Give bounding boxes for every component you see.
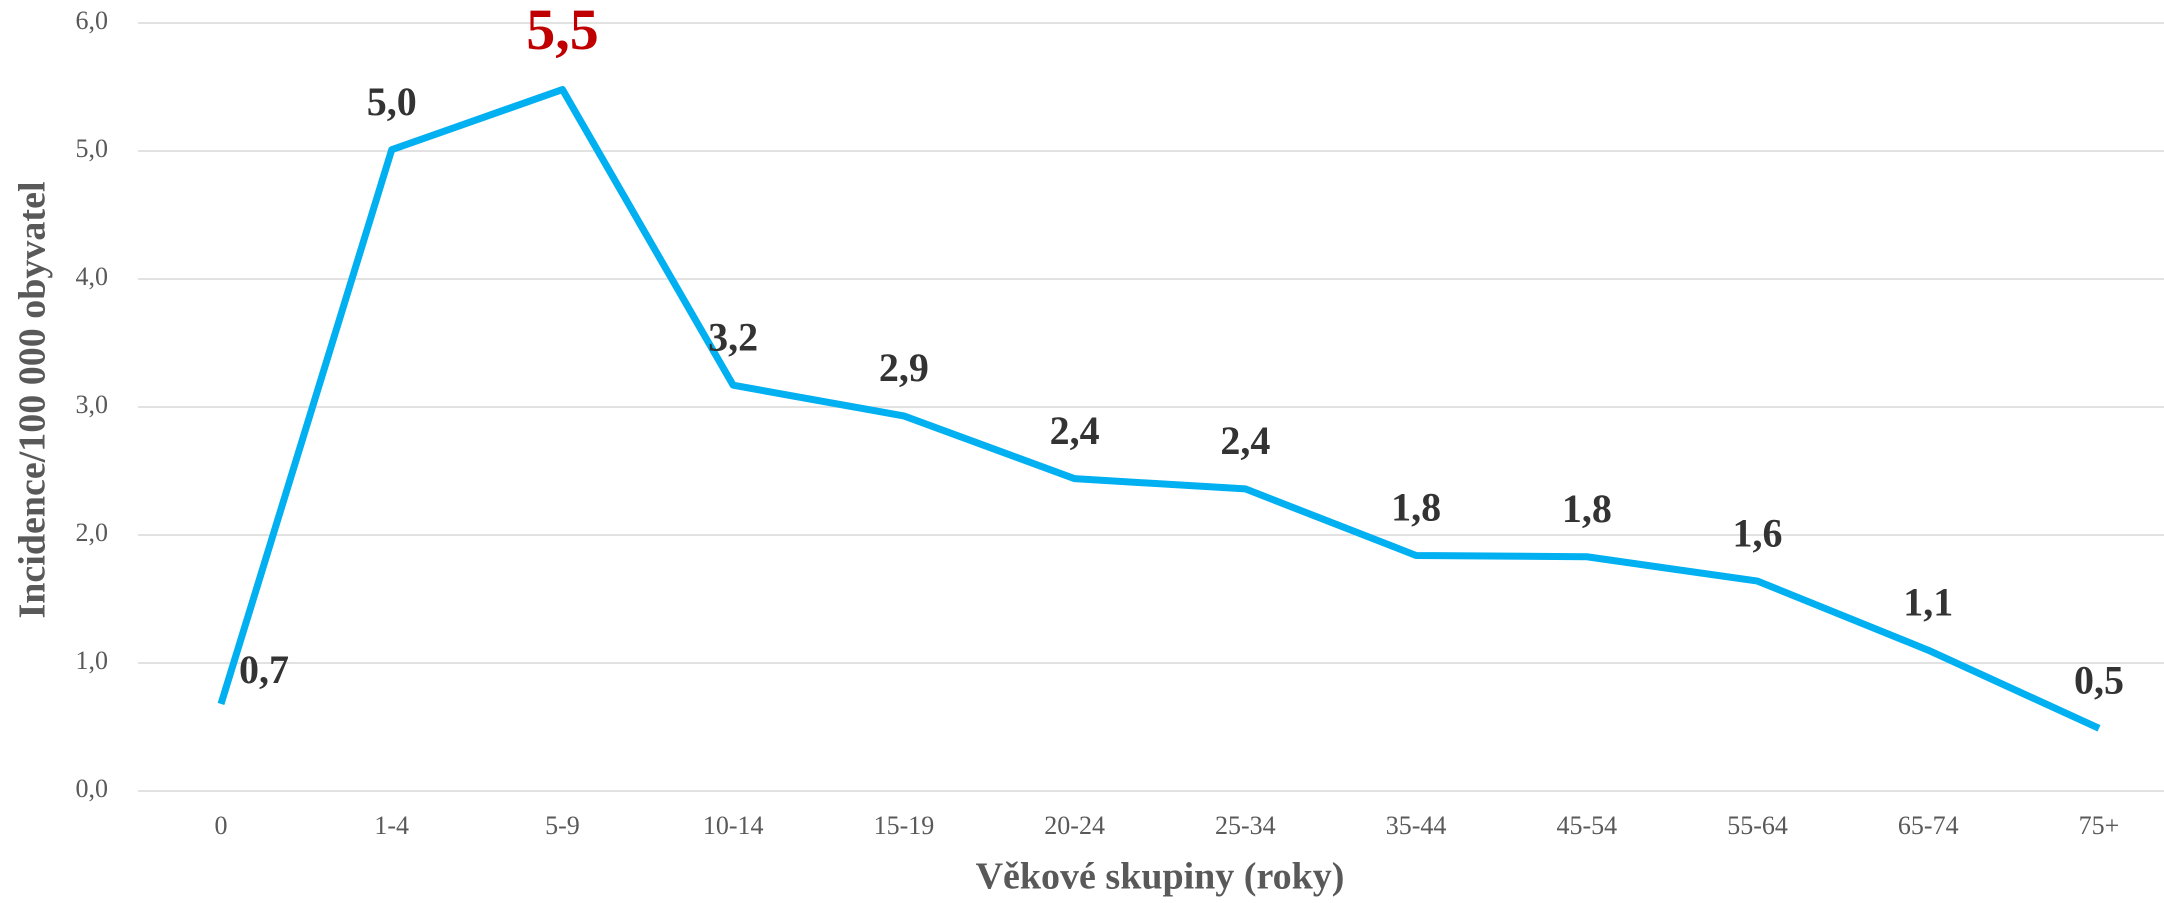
data-label: 2,4 <box>1050 408 1100 453</box>
x-tick-label: 55-64 <box>1727 811 1788 840</box>
x-axis-label: Věkové skupiny (roky) <box>976 856 1345 898</box>
y-tick-label: 4,0 <box>76 262 109 291</box>
x-tick-label: 5-9 <box>545 811 580 840</box>
x-tick-label: 75+ <box>2079 811 2120 840</box>
data-label: 0,5 <box>2074 657 2124 702</box>
line <box>217 86 2101 732</box>
data-label: 2,9 <box>879 345 929 390</box>
data-label: 1,8 <box>1562 486 1612 531</box>
data-label: 0,7 <box>239 647 289 692</box>
y-tick-label: 1,0 <box>76 646 109 675</box>
x-tick-label: 25-34 <box>1215 811 1276 840</box>
x-tick-label: 1-4 <box>374 811 409 840</box>
y-tick-label: 6,0 <box>76 6 109 35</box>
x-tick-label: 0 <box>215 811 228 840</box>
x-tick-label: 15-19 <box>874 811 935 840</box>
data-label: 2,4 <box>1220 418 1270 463</box>
data-label: 5,5 <box>526 0 599 62</box>
y-tick-label: 2,0 <box>76 518 109 547</box>
data-label: 1,6 <box>1733 510 1783 555</box>
data-label: 5,0 <box>367 79 417 124</box>
x-tick-label: 65-74 <box>1898 811 1959 840</box>
data-label: 1,8 <box>1391 485 1441 530</box>
y-axis-label: Incidence/100 000 obyvatel <box>12 182 54 619</box>
x-tick-label: 45-54 <box>1556 811 1617 840</box>
x-tick-label: 20-24 <box>1044 811 1105 840</box>
x-tick-label: 10-14 <box>703 811 764 840</box>
y-tick-label: 3,0 <box>76 390 109 419</box>
data-label: 3,2 <box>708 314 758 359</box>
x-tick-label: 35-44 <box>1386 811 1447 840</box>
data-label: 1,1 <box>1903 579 1953 624</box>
y-tick-label: 0,0 <box>76 774 109 803</box>
y-tick-label: 5,0 <box>76 134 109 163</box>
